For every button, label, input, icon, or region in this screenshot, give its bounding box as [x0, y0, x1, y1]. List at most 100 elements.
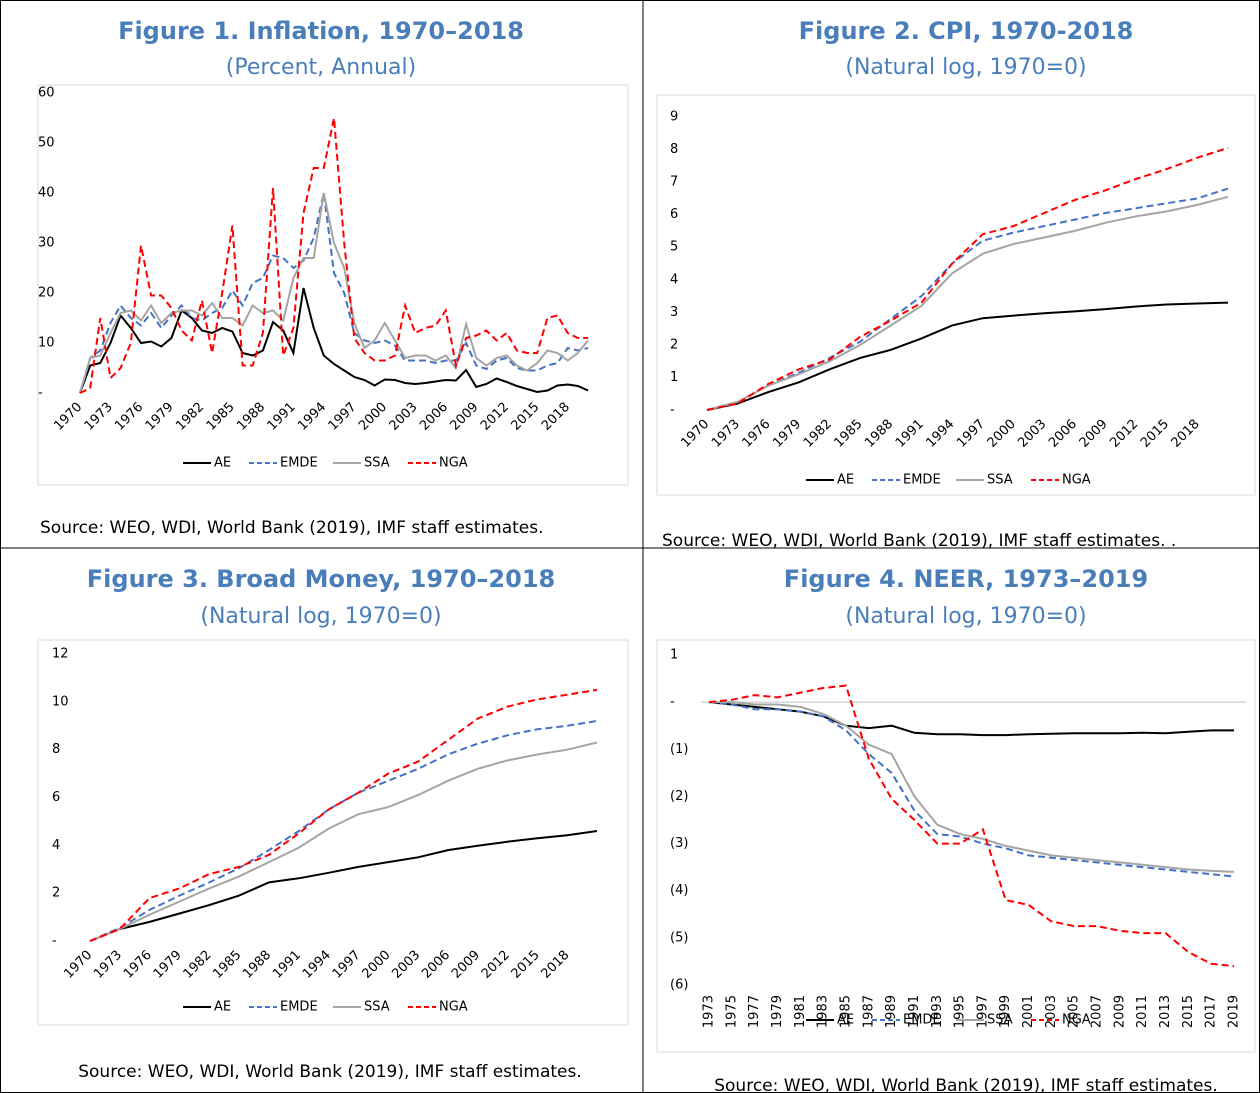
x-tick-label: 2000: [360, 948, 394, 982]
series-line: [79, 192, 589, 394]
y-tick-label: -: [670, 403, 675, 418]
y-tick-label: 8: [670, 142, 678, 157]
x-tick-label: 1989: [884, 995, 899, 1028]
source-note: Source: WEO, WDI, World Bank (2019), IMF…: [714, 1076, 1218, 1093]
x-tick-label: 2001: [1021, 995, 1036, 1028]
x-tick-label: 1994: [295, 400, 329, 434]
x-tick-label: 1985: [204, 400, 238, 434]
x-tick-label: 2003: [387, 400, 421, 434]
legend-label: SSA: [987, 1013, 1013, 1028]
legend-label: AE: [837, 473, 854, 488]
x-tick-label: 1979: [770, 995, 785, 1028]
x-tick-label: 1976: [740, 417, 774, 451]
x-tick-label: 1987: [861, 995, 876, 1028]
x-tick-label: 1982: [181, 948, 215, 982]
x-tick-label: 1993: [930, 995, 945, 1028]
series-line: [79, 192, 589, 394]
x-tick-label: 1985: [210, 948, 244, 982]
plot-frame: [37, 639, 629, 1026]
legend-label: NGA: [439, 1000, 468, 1015]
chart-subtitle: (Natural log, 1970=0): [845, 604, 1086, 629]
series-line: [706, 301, 1229, 411]
series-line: [706, 187, 1229, 411]
x-tick-label: 2012: [1107, 417, 1141, 451]
legend-label: SSA: [364, 1000, 390, 1015]
x-tick-label: 1970: [51, 400, 85, 434]
x-tick-label: 1977: [747, 995, 762, 1028]
y-tick-label: 6: [52, 790, 60, 805]
y-tick-label: 10: [38, 336, 55, 351]
series-line: [79, 117, 588, 394]
plot-frame: [656, 639, 1256, 1053]
chart-subtitle: (Percent, Annual): [226, 55, 416, 80]
x-tick-label: 1973: [91, 948, 125, 982]
legend-label: AE: [214, 456, 231, 471]
y-tick-label: 7: [670, 175, 678, 190]
x-tick-label: 2012: [478, 400, 512, 434]
chart-subtitle: (Natural log, 1970=0): [845, 55, 1086, 80]
series-line: [79, 287, 589, 394]
y-tick-label: -: [52, 934, 57, 949]
x-tick-label: 2012: [479, 948, 513, 982]
x-tick-label: 1995: [953, 995, 968, 1028]
x-tick-label: 1976: [112, 400, 146, 434]
x-tick-label: 1991: [907, 995, 922, 1028]
x-tick-label: 1981: [793, 995, 808, 1028]
legend-label: EMDE: [903, 473, 941, 488]
x-tick-label: 1973: [702, 995, 717, 1028]
x-tick-label: 1997: [330, 948, 364, 982]
y-tick-label: 3: [670, 305, 678, 320]
plot-frame: [656, 94, 1256, 496]
x-tick-label: 2017: [1204, 995, 1219, 1028]
x-tick-label: 1991: [893, 417, 927, 451]
x-tick-label: 2009: [448, 400, 482, 434]
x-tick-label: 1976: [121, 948, 155, 982]
x-tick-label: 2015: [1138, 417, 1172, 451]
source-note: Source: WEO, WDI, World Bank (2019), IMF…: [662, 531, 1176, 551]
y-tick-label: 60: [38, 86, 55, 101]
legend-label: NGA: [1062, 1013, 1091, 1028]
x-tick-label: 2006: [417, 400, 451, 434]
x-tick-label: 1997: [326, 400, 360, 434]
x-tick-label: 1988: [240, 948, 274, 982]
x-tick-label: 1985: [838, 995, 853, 1028]
series-line: [706, 195, 1229, 411]
y-tick-label: -: [38, 386, 43, 401]
x-tick-label: 1994: [923, 417, 957, 451]
y-tick-label: 30: [38, 236, 55, 251]
x-tick-label: 2003: [1044, 995, 1059, 1028]
series-line: [89, 741, 598, 942]
x-tick-label: 2009: [1077, 417, 1111, 451]
x-tick-label: 2007: [1090, 995, 1105, 1028]
y-tick-label: (1): [670, 742, 688, 757]
legend-label: EMDE: [903, 1013, 941, 1028]
x-tick-label: 2015: [508, 400, 542, 434]
x-tick-label: 2018: [1169, 417, 1203, 451]
x-tick-label: 2015: [509, 948, 543, 982]
series-line: [708, 684, 1235, 968]
x-tick-label: 2011: [1135, 995, 1150, 1028]
x-tick-label: 1999: [998, 995, 1013, 1028]
y-tick-label: 9: [670, 110, 678, 125]
series-line: [709, 701, 1235, 873]
legend-label: EMDE: [280, 1000, 318, 1015]
legend-label: EMDE: [280, 456, 318, 471]
x-tick-label: 1988: [862, 417, 896, 451]
x-tick-label: 1982: [801, 417, 835, 451]
legend-label: AE: [214, 1000, 231, 1015]
chart-title: Figure 4. NEER, 1973–2019: [784, 565, 1148, 593]
y-tick-label: 4: [670, 272, 678, 287]
legend-label: AE: [837, 1013, 854, 1028]
y-tick-label: 1: [670, 648, 678, 663]
legend-label: SSA: [364, 456, 390, 471]
chart-title: Figure 1. Inflation, 1970–2018: [118, 17, 524, 45]
x-tick-label: 1979: [770, 417, 804, 451]
series-line: [89, 830, 598, 942]
y-tick-label: (6): [670, 978, 688, 993]
x-tick-label: 1982: [173, 400, 207, 434]
x-tick-label: 2013: [1158, 995, 1173, 1028]
x-tick-label: 1973: [709, 417, 743, 451]
x-tick-label: 2003: [1015, 417, 1049, 451]
x-tick-label: 1991: [265, 400, 299, 434]
